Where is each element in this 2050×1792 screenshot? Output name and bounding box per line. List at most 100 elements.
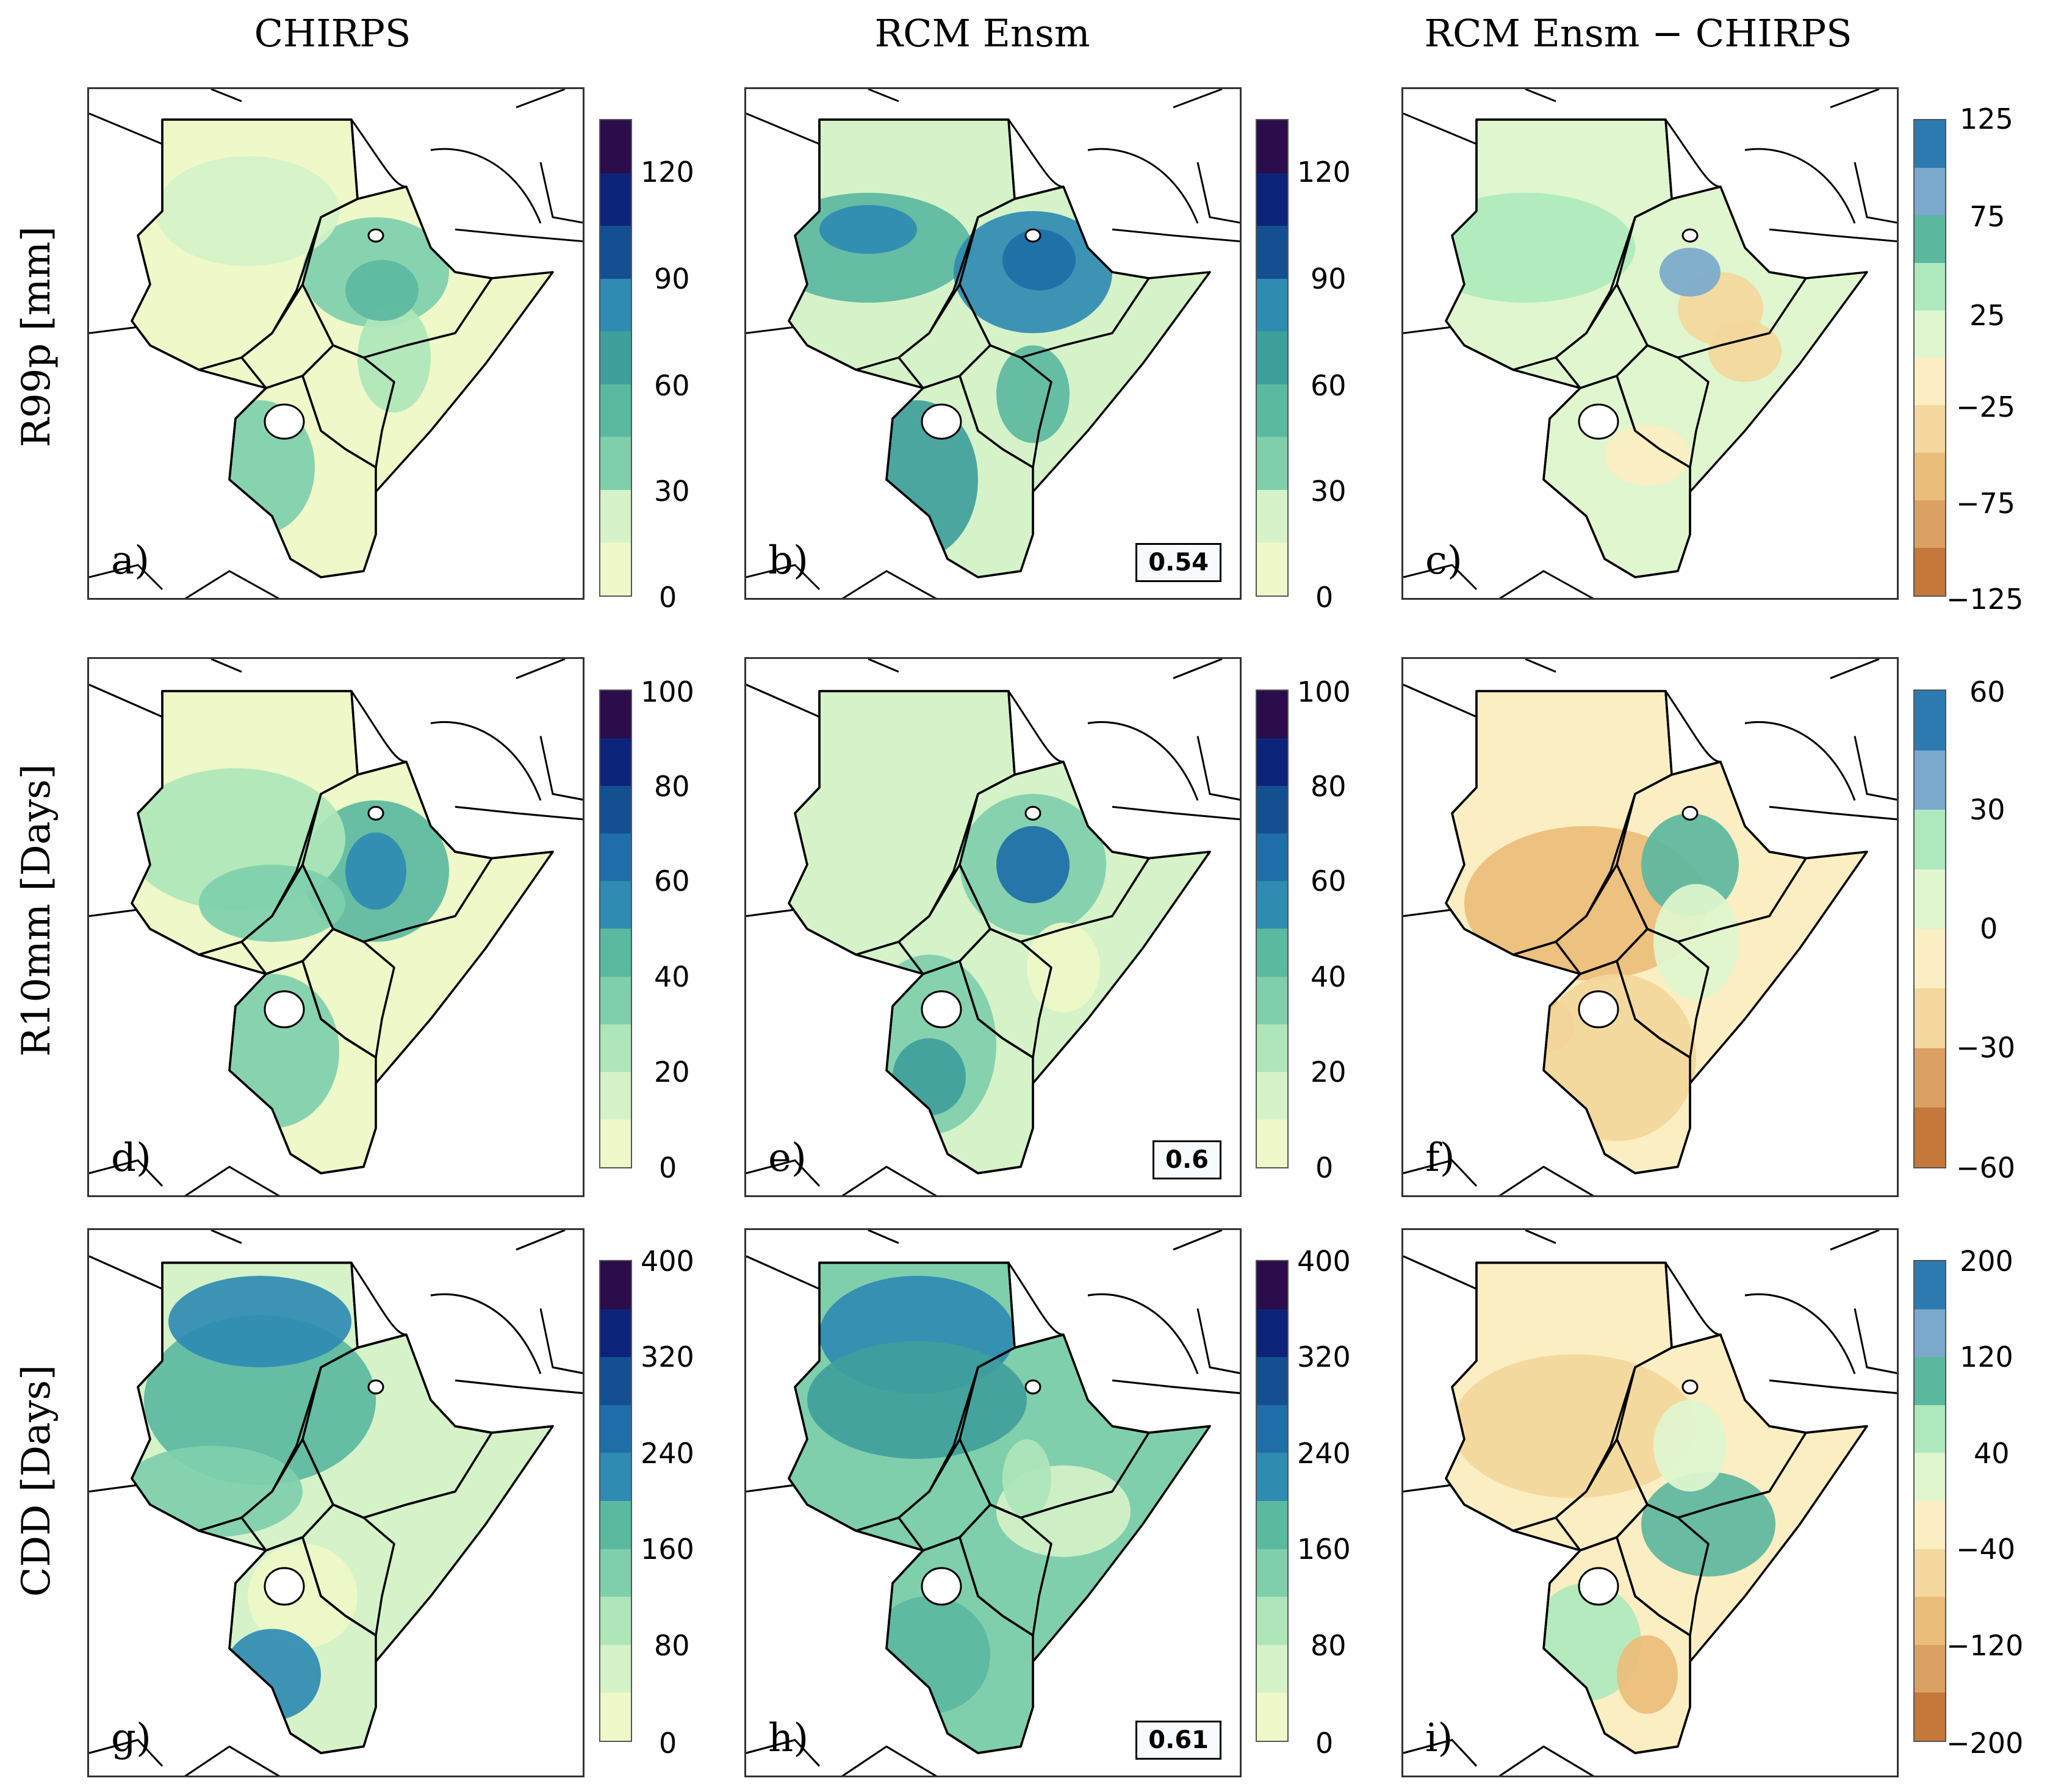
colorbar-segment [1257, 1453, 1287, 1501]
colorbar-segment [1915, 691, 1945, 750]
panel-label-g: g) [111, 1716, 151, 1761]
colorbar-segment [600, 1071, 631, 1120]
tick-label: −200 [1946, 1727, 2024, 1760]
colorbar-segment [1257, 278, 1287, 332]
tick-label: 0 [1315, 1727, 1334, 1760]
colorbar-segment [1257, 120, 1287, 173]
tick-label: 0 [1315, 1151, 1334, 1184]
tick-label: 60 [654, 865, 690, 898]
tick-label: 120 [1960, 1340, 2013, 1373]
correlation-badge-b: 0.54 [1135, 543, 1221, 582]
colorbar-r99p-chirps [599, 119, 632, 597]
tick-label: 40 [1974, 1437, 2010, 1470]
tick-label: 400 [1297, 1245, 1351, 1278]
colorbar-segment [1915, 1309, 1945, 1358]
tick-label: 0 [659, 581, 677, 614]
colorbar-segment [1915, 405, 1945, 453]
colorbar-segment [1257, 331, 1287, 384]
map-panel-b: b) 0.54 [744, 87, 1242, 600]
colorbar-segment [1257, 1309, 1287, 1358]
row-title-r10mm: R10mm [Days] [14, 764, 59, 1057]
map-cdd-chirps [89, 1230, 583, 1776]
colorbar-segment [1915, 810, 1945, 869]
tick-label: 60 [1969, 675, 2005, 708]
colorbar-segment [1257, 738, 1287, 786]
tick-label: 80 [1311, 770, 1347, 803]
panel-label-e: e) [768, 1135, 807, 1181]
row-title-cdd: CDD [Days] [14, 1364, 59, 1597]
tick-label: 25 [1969, 299, 2005, 332]
colorbar-segment [1257, 881, 1287, 929]
tick-label: 75 [1969, 200, 2005, 233]
map-panel-h: h) 0.61 [744, 1228, 1242, 1777]
tick-label: 0 [659, 1151, 677, 1184]
tick-label: 200 [1960, 1245, 2013, 1278]
colorbar-segment [1915, 988, 1945, 1048]
colorbar-segment [1915, 869, 1945, 929]
tick-label: 40 [654, 960, 690, 993]
colorbar-cdd-chirps [599, 1260, 632, 1742]
colorbar-segment [1915, 1693, 1945, 1741]
panel-label-i: i) [1425, 1716, 1453, 1761]
colorbar-segment [1915, 1453, 1945, 1501]
colorbar-segment [600, 226, 631, 279]
tick-label: 60 [1311, 369, 1347, 402]
colorbar-segment [600, 1405, 631, 1453]
colorbar-segment [600, 542, 631, 596]
colorbar-cdd-diff [1913, 1260, 1946, 1742]
correlation-badge-e: 0.6 [1153, 1140, 1221, 1179]
map-cdd-rcm [746, 1230, 1240, 1776]
colorbar-r10mm-diff [1913, 689, 1946, 1168]
colorbar-segment [1257, 489, 1287, 543]
map-cdd-diff [1403, 1230, 1897, 1776]
colorbar-segment [1257, 1405, 1287, 1453]
colorbar-segment [1915, 1107, 1945, 1167]
colorbar-segment [600, 1309, 631, 1358]
map-r10mm-rcm [746, 659, 1240, 1195]
tick-label: 60 [654, 369, 690, 402]
correlation-badge-h: 0.61 [1135, 1721, 1221, 1760]
colorbar-segment [600, 1549, 631, 1597]
map-r10mm-chirps [89, 659, 583, 1195]
tick-label: 160 [1297, 1533, 1351, 1566]
map-panel-e: e) 0.6 [744, 657, 1242, 1197]
colorbar-segment [600, 1693, 631, 1741]
colorbar-segment [600, 489, 631, 543]
map-r99p-diff [1403, 89, 1897, 598]
tick-label: −30 [1956, 1031, 2016, 1064]
colorbar-segment [1915, 1644, 1945, 1693]
colorbar-segment [1915, 1048, 1945, 1108]
map-panel-d: d) [87, 657, 584, 1197]
column-title-rcm-ensm: RCM Ensm [874, 11, 1090, 56]
colorbar-segment [1915, 1357, 1945, 1405]
colorbar-segment [1915, 929, 1945, 989]
colorbar-segment [1915, 358, 1945, 406]
tick-label: 30 [654, 475, 690, 508]
colorbar-segment [1915, 1261, 1945, 1309]
panel-label-d: d) [111, 1135, 151, 1181]
colorbar-segment [600, 173, 631, 226]
colorbar-segment [1257, 384, 1287, 437]
colorbar-segment [1257, 1644, 1287, 1693]
colorbar-segment [1257, 976, 1287, 1024]
tick-label: 0 [1315, 581, 1334, 614]
colorbar-segment [1915, 262, 1945, 311]
colorbar-segment [1257, 1357, 1287, 1405]
colorbar-segment [600, 278, 631, 332]
tick-label: −25 [1956, 390, 2016, 423]
colorbar-segment [600, 1119, 631, 1167]
tick-label: 120 [1297, 156, 1351, 189]
colorbar-segment [1257, 437, 1287, 490]
tick-label: 20 [1311, 1056, 1347, 1089]
colorbar-segment [600, 1453, 631, 1501]
colorbar-segment [1257, 542, 1287, 596]
tick-label: 240 [641, 1437, 694, 1470]
colorbar-r99p-diff [1913, 119, 1946, 597]
tick-label: 80 [654, 770, 690, 803]
panel-label-c: c) [1425, 538, 1462, 583]
map-panel-f: f) [1401, 657, 1899, 1197]
colorbar-segment [1257, 786, 1287, 834]
row-title-r99p: R99p [mm] [14, 226, 59, 448]
colorbar-segment [600, 1644, 631, 1693]
colorbar-segment [1257, 691, 1287, 739]
